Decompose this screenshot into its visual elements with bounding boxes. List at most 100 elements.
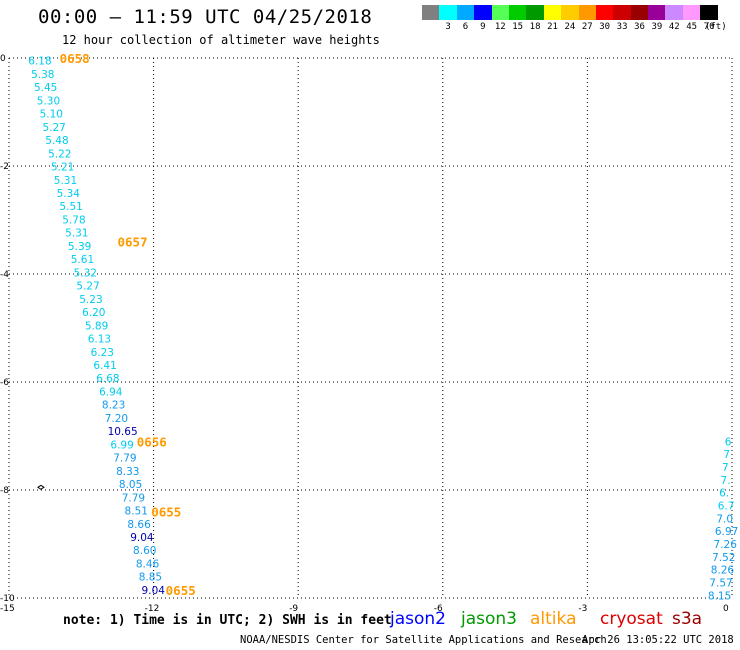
swh-value: 5.78 [62, 214, 85, 226]
swh-value: 5.45 [34, 82, 57, 94]
legend-bin-label: 30 [599, 22, 611, 32]
y-tick-label: 0 [0, 54, 6, 64]
time-label: 0655 [166, 583, 196, 598]
swh-value: 8.60 [133, 545, 156, 557]
swh-value: 5.39 [68, 241, 91, 253]
legend-bin-label: 6 [462, 22, 469, 32]
swh-value: 5.21 [51, 162, 74, 174]
swh-value: 5.27 [42, 122, 65, 134]
swh-value-edge: 6.7 [718, 501, 735, 513]
legend-colorbar [422, 5, 718, 20]
time-label: 0658 [60, 51, 90, 66]
legend-swatch [648, 5, 666, 20]
swh-value: 5.22 [48, 148, 71, 160]
legend-labels: 3 6 9 12 15 18 21 24 27 30 33 36 39 42 45 70 (ft) [422, 22, 740, 34]
generated-timestamp: Apr 26 13:05:22 UTC 2018 [582, 634, 734, 646]
swh-value-edge: 6 [725, 436, 732, 448]
swh-value: 10.65 [108, 426, 138, 438]
swh-value: 5.27 [76, 281, 99, 293]
y-tick-label: -10 [0, 594, 15, 604]
swh-value-edge: 6. [719, 488, 729, 500]
swh-value-edge: 7.26 [714, 539, 738, 551]
satellite-altika: altika [530, 609, 577, 629]
swh-value: 7.79 [113, 453, 136, 465]
swh-value-edge: 8.15 [708, 590, 731, 602]
swh-value: 5.31 [65, 228, 88, 240]
swh-value: 8.23 [102, 400, 125, 412]
legend-bin-label: 36 [634, 22, 645, 32]
swh-value: 5.48 [45, 135, 68, 147]
swh-value: 7.79 [122, 492, 145, 504]
legend-swatch [595, 5, 614, 20]
y-tick-label: -4 [0, 270, 9, 280]
legend-swatch [630, 5, 649, 20]
legend-swatch [578, 5, 596, 20]
swh-value-edge: 8.26 [711, 565, 735, 577]
swh-value: 6.18 [28, 56, 51, 68]
swh-value: 5.34 [57, 188, 81, 200]
legend-swatch [422, 5, 440, 20]
swh-value: 5.10 [40, 109, 63, 121]
satellite-jason2: jason2 [390, 609, 446, 629]
swh-value: 6.94 [99, 386, 123, 398]
time-label: 0657 [117, 235, 147, 250]
swh-value: 5.23 [79, 294, 102, 306]
swh-value: 8.46 [136, 558, 160, 570]
legend-swatch [561, 5, 579, 20]
legend-bin-label: 24 [564, 22, 576, 32]
swh-value: 5.32 [74, 267, 97, 279]
legend-swatch [439, 5, 457, 20]
swh-value: 5.38 [31, 69, 54, 81]
swh-value: 6.23 [91, 347, 114, 359]
legend-bin-label: 3 [445, 22, 451, 32]
legend-bin-label: 27 [581, 22, 593, 32]
swh-value: 5.30 [37, 95, 60, 107]
legend-bin-label: 15 [512, 22, 524, 32]
legend-bin-label: 18 [529, 22, 541, 32]
swh-value: 6.20 [82, 307, 105, 319]
island-marker [37, 484, 45, 490]
legend-swatch [700, 5, 718, 20]
page-title: 00:00 – 11:59 UTC 04/25/2018 [38, 6, 373, 28]
legend-swatch [682, 5, 701, 20]
satellite-jason3: jason3 [461, 609, 517, 629]
x-tick-label: -9 [289, 604, 298, 614]
x-tick-label: -15 [0, 604, 15, 614]
swh-value: 6.68 [96, 373, 119, 385]
legend-bin-label: 42 [668, 22, 680, 32]
swh-value-edge: 7 [723, 449, 730, 461]
swh-value-edge: 7.0 [716, 513, 733, 525]
satellite-s3a: s3a [672, 609, 703, 629]
swh-value: 6.99 [110, 439, 133, 451]
legend-swatch [474, 5, 492, 20]
swh-value-edge: 7 [722, 462, 729, 474]
legend-swatch [613, 5, 631, 20]
legend-swatch [491, 5, 509, 20]
legend-swatch [456, 5, 475, 20]
legend-bin-label: 21 [547, 22, 558, 32]
legend-swatch [665, 5, 683, 20]
x-tick-label: -3 [578, 604, 587, 614]
swh-value: 6.13 [88, 334, 111, 346]
swh-value: 5.31 [54, 175, 77, 187]
y-tick-label: -6 [0, 378, 9, 388]
legend-unit: (ft) [704, 22, 727, 32]
satellite-cryosat: cryosat [600, 609, 663, 629]
swh-value: 8.33 [116, 466, 139, 478]
legend-bin-label: 39 [651, 22, 663, 32]
time-label: 0655 [151, 505, 181, 520]
time-label: 0656 [137, 434, 167, 449]
legend-bin-label: 12 [494, 22, 506, 32]
footer-note: note: 1) Time is in UTC; 2) SWH is in fe… [63, 613, 392, 628]
swh-value: 7.20 [105, 413, 128, 425]
swh-value: 6.41 [93, 360, 116, 372]
swh-value: 8.85 [139, 572, 162, 584]
swh-value: 9.04 [130, 532, 154, 544]
swh-value: 5.61 [71, 254, 94, 266]
legend-bin-label: 45 [686, 22, 698, 32]
y-tick-label: -2 [0, 162, 9, 172]
legend-swatch [526, 5, 544, 20]
legend-bin-label: 9 [480, 22, 486, 32]
y-tick-label: -8 [0, 486, 9, 496]
